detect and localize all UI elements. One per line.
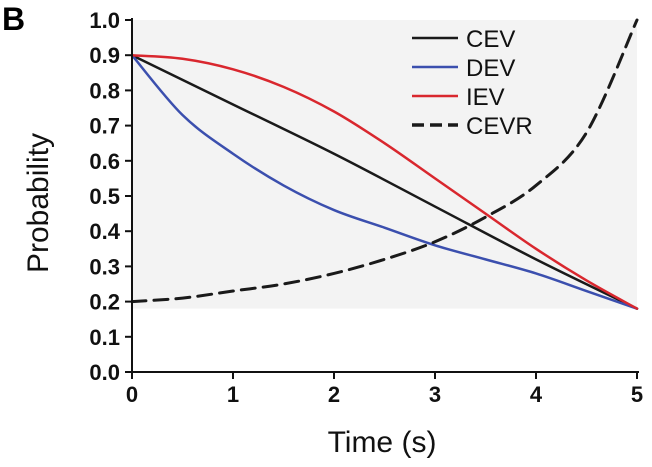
y-tick-label: 1.0 [89,8,120,33]
y-tick-label: 0.4 [89,219,120,244]
y-tick-label: 0.8 [89,78,120,103]
series-line-dev [130,53,639,310]
x-tick-label: 3 [429,382,441,407]
y-axis-label: Probability [22,133,55,273]
x-tick-label: 0 [126,382,138,407]
y-tick-label: 0.9 [89,43,120,68]
x-tick-label: 2 [328,382,340,407]
legend-label-dev: DEV [466,55,515,82]
x-axis-label: Time (s) [328,426,437,459]
legend-label-cev: CEV [466,26,515,53]
series-line-cevr [130,18,639,304]
x-tick-label: 1 [227,382,239,407]
y-tick-label: 0.0 [89,360,120,385]
x-tick-label: 4 [530,382,543,407]
legend-label-iev: IEV [466,84,505,111]
series-layer [130,18,639,310]
y-tick-label: 0.3 [89,254,120,279]
y-tick-label: 0.5 [89,184,120,209]
y-tick-label: 0.2 [89,290,120,315]
y-tick-label: 0.7 [89,114,120,139]
ticks-layer: 0.0 0.1 0.2 0.3 0.4 0.5 0.6 0.7 0.8 0.9 1.0 0 1 2 3 4 5 [89,8,643,407]
legend-label-cevr: CEVR [466,113,533,140]
panel-label: B [2,1,25,37]
series-line-iev [130,53,639,310]
x-tick-label: 5 [631,382,643,407]
y-tick-label: 0.6 [89,149,120,174]
series-line-cev [130,53,639,310]
y-tick-label: 0.1 [89,325,120,350]
